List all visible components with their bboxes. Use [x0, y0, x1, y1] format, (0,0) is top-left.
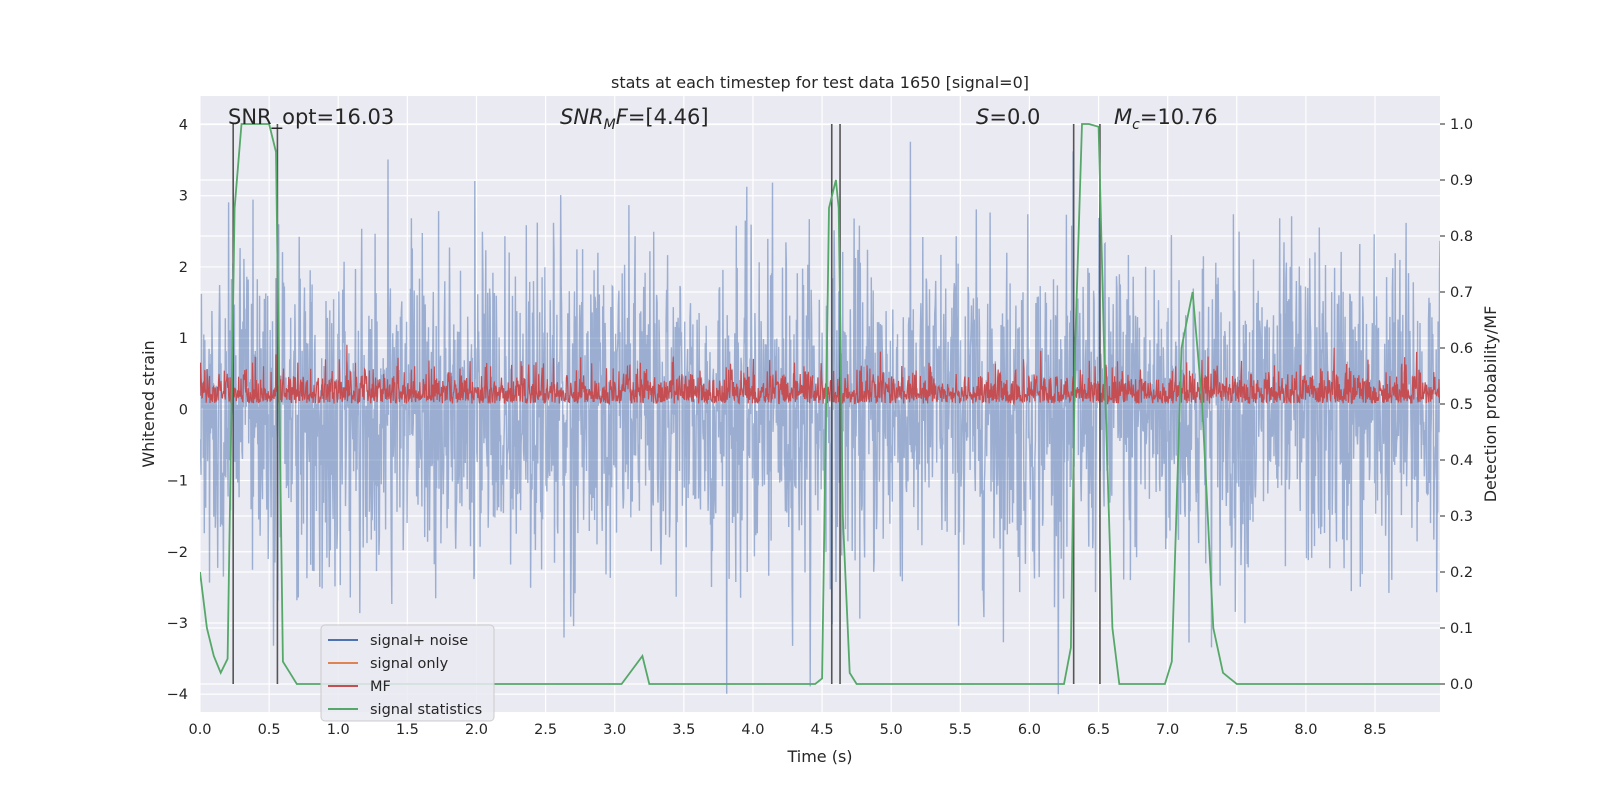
y-left-tick-label: 4: [179, 117, 188, 133]
y-right-tick-label: 0.0: [1450, 677, 1473, 693]
y-right-tick-label: 0.2: [1450, 565, 1473, 581]
legend-label-mf: MF: [370, 679, 391, 695]
x-tick-label: 0.5: [258, 722, 281, 738]
y-axis-left-label: Whitened strain: [139, 340, 158, 467]
annotation-snr-mf-suffix: F=: [616, 105, 646, 129]
x-tick-label: 8.0: [1294, 722, 1317, 738]
x-tick-label: 8.5: [1363, 722, 1386, 738]
x-tick-label: 1.5: [396, 722, 419, 738]
x-tick-label: 5.0: [880, 722, 903, 738]
x-axis-label: Time (s): [786, 747, 852, 766]
y-right-tick-label: 0.8: [1450, 229, 1473, 245]
x-tick-label: 4.0: [741, 722, 764, 738]
y-left-tick-label: 1: [179, 331, 188, 347]
annotation-snr-opt-prefix: SNR_opt=: [228, 105, 334, 130]
y-right-tick-label: 0.7: [1450, 285, 1473, 301]
annotation-snr-opt: SNR_opt=16.03: [228, 105, 394, 130]
annotation-snr-opt-value: 16.03: [334, 105, 394, 129]
annotation-mc-base: M: [1114, 105, 1132, 129]
legend-label-signal-only: signal only: [370, 656, 449, 672]
annotation-snr-mf-base: SNR: [560, 105, 604, 129]
series-signal-noise: [200, 141, 1440, 695]
annotation-s-base: S: [976, 105, 989, 129]
annotation-mc-eq: =: [1140, 105, 1158, 129]
x-tick-label: 7.5: [1225, 722, 1248, 738]
x-tick-label: 6.5: [1087, 722, 1110, 738]
y-axis-left-ticks: −4 −3 −2 −1 0 1 2 3 4: [167, 117, 188, 703]
y-right-tick-label: 0.6: [1450, 341, 1473, 357]
mf-line: [200, 344, 1440, 406]
y-left-tick-label: −3: [167, 616, 188, 632]
x-tick-label: 6.0: [1018, 722, 1041, 738]
y-right-tick-label: 0.5: [1450, 397, 1473, 413]
series-mf: [200, 344, 1440, 406]
annotation-s: S=0.0: [976, 105, 1040, 129]
x-tick-label: 2.0: [465, 722, 488, 738]
y-axis-right-label: Detection probability/MF: [1481, 306, 1500, 503]
legend-label-signal-statistics: signal statistics: [370, 702, 482, 718]
chart-title: stats at each timestep for test data 165…: [611, 73, 1029, 92]
y-left-tick-label: −1: [167, 474, 188, 490]
x-tick-label: 1.0: [327, 722, 350, 738]
signal-statistics-line: [200, 123, 1440, 685]
x-tick-label: 2.5: [534, 722, 557, 738]
x-tick-label: 0.0: [188, 722, 211, 738]
y-left-tick-label: −4: [167, 687, 188, 703]
signal-noise-line: [200, 141, 1440, 695]
annotation-snr-mf: SNRMF=[4.46]: [560, 105, 709, 133]
legend-box: [320, 624, 495, 722]
annotation-mc-value: 10.76: [1157, 105, 1217, 129]
legend-label-signal-noise: signal+ noise: [370, 633, 468, 649]
y-axis-right-ticks: 0.0 0.1 0.2 0.3 0.4 0.5 0.6 0.7 0.8 0.9 1.0: [1440, 117, 1473, 693]
y-right-tick-label: 0.3: [1450, 509, 1473, 525]
legend: signal+ noise signal only MF signal stat…: [320, 624, 495, 722]
y-left-tick-label: 3: [179, 189, 188, 205]
x-axis-ticks: 0.0 0.5 1.0 1.5 2.0 2.5 3.0 3.5 4.0 4.5 5.0 5.5 6.0 6…: [188, 722, 1386, 738]
series-signal-statistics: [200, 123, 1440, 685]
y-left-tick-label: 0: [179, 402, 188, 418]
annotation-s-eq: =: [989, 105, 1007, 129]
x-tick-label: 4.5: [811, 722, 834, 738]
y-left-tick-label: −2: [167, 545, 188, 561]
x-tick-label: 3.5: [672, 722, 695, 738]
annotation-snr-mf-value: [4.46]: [645, 105, 708, 129]
annotation-s-value: 0.0: [1007, 105, 1040, 129]
plot-area: [200, 123, 1440, 695]
y-right-tick-label: 0.9: [1450, 173, 1473, 189]
annotation-snr-mf-sub: M: [604, 117, 616, 133]
annotation-mc: Mc=10.76: [1114, 105, 1218, 133]
y-right-tick-label: 0.1: [1450, 621, 1473, 637]
x-tick-label: 5.5: [949, 722, 972, 738]
y-right-tick-label: 1.0: [1450, 117, 1473, 133]
y-right-tick-label: 0.4: [1450, 453, 1473, 469]
x-tick-label: 7.0: [1156, 722, 1179, 738]
x-tick-label: 3.0: [603, 722, 626, 738]
y-left-tick-label: 2: [179, 260, 188, 276]
annotation-mc-sub: c: [1132, 117, 1140, 133]
